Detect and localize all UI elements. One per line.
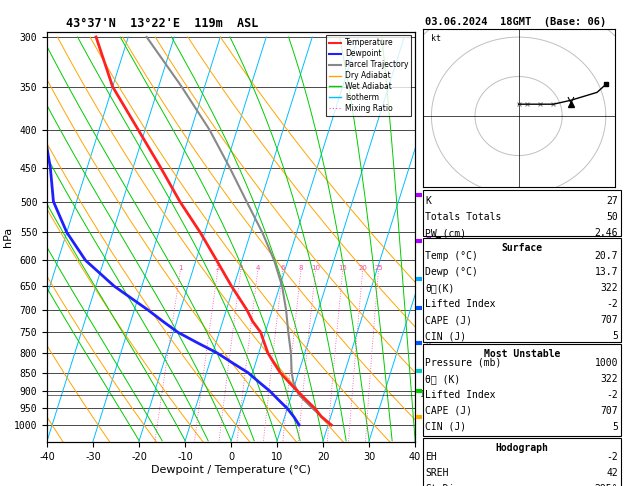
Text: 27: 27 xyxy=(606,196,618,207)
X-axis label: Dewpoint / Temperature (°C): Dewpoint / Temperature (°C) xyxy=(151,465,311,475)
Text: CIN (J): CIN (J) xyxy=(425,331,466,342)
Text: 15: 15 xyxy=(338,265,347,271)
Y-axis label: hPa: hPa xyxy=(3,227,13,247)
Text: 03.06.2024  18GMT  (Base: 06): 03.06.2024 18GMT (Base: 06) xyxy=(425,17,606,27)
Text: Most Unstable: Most Unstable xyxy=(484,349,560,359)
Text: 50: 50 xyxy=(606,212,618,223)
Text: EH: EH xyxy=(425,452,437,462)
Text: 2.46: 2.46 xyxy=(595,228,618,239)
Text: 322: 322 xyxy=(601,374,618,384)
Text: 20.7: 20.7 xyxy=(595,251,618,261)
Text: © weatheronline.co.uk: © weatheronline.co.uk xyxy=(473,474,577,484)
Text: 25: 25 xyxy=(374,265,383,271)
Text: 1: 1 xyxy=(178,265,182,271)
Text: Surface: Surface xyxy=(501,243,542,253)
Y-axis label: Mixing Ratio (g/kg): Mixing Ratio (g/kg) xyxy=(434,191,444,283)
Text: 8: 8 xyxy=(299,265,303,271)
Text: Pressure (mb): Pressure (mb) xyxy=(425,358,501,368)
Text: 42: 42 xyxy=(606,468,618,478)
Text: Lifted Index: Lifted Index xyxy=(425,299,496,310)
Text: -2: -2 xyxy=(606,390,618,400)
Text: 707: 707 xyxy=(601,406,618,416)
Text: 295°: 295° xyxy=(595,484,618,486)
Legend: Temperature, Dewpoint, Parcel Trajectory, Dry Adiabat, Wet Adiabat, Isotherm, Mi: Temperature, Dewpoint, Parcel Trajectory… xyxy=(326,35,411,116)
Text: CIN (J): CIN (J) xyxy=(425,422,466,432)
Text: θᴁ(K): θᴁ(K) xyxy=(425,283,455,294)
Text: CAPE (J): CAPE (J) xyxy=(425,315,472,326)
Text: 4: 4 xyxy=(255,265,260,271)
Text: SREH: SREH xyxy=(425,468,448,478)
Text: 10: 10 xyxy=(311,265,320,271)
Text: 2: 2 xyxy=(216,265,220,271)
Text: -2: -2 xyxy=(606,299,618,310)
Text: 707: 707 xyxy=(601,315,618,326)
Text: Temp (°C): Temp (°C) xyxy=(425,251,478,261)
Text: 3: 3 xyxy=(238,265,243,271)
Text: 20: 20 xyxy=(358,265,367,271)
Text: 1LCL: 1LCL xyxy=(419,390,439,399)
Text: Dewp (°C): Dewp (°C) xyxy=(425,267,478,278)
Text: Hodograph: Hodograph xyxy=(495,443,548,453)
Text: CAPE (J): CAPE (J) xyxy=(425,406,472,416)
Text: 5: 5 xyxy=(613,331,618,342)
Text: 13.7: 13.7 xyxy=(595,267,618,278)
Text: θᴁ (K): θᴁ (K) xyxy=(425,374,460,384)
Text: 322: 322 xyxy=(601,283,618,294)
Text: -2: -2 xyxy=(606,452,618,462)
Text: kt: kt xyxy=(431,34,442,43)
Text: K: K xyxy=(425,196,431,207)
Text: StmDir: StmDir xyxy=(425,484,460,486)
Text: Lifted Index: Lifted Index xyxy=(425,390,496,400)
Text: 6: 6 xyxy=(281,265,285,271)
Text: PW (cm): PW (cm) xyxy=(425,228,466,239)
Text: 1000: 1000 xyxy=(595,358,618,368)
Text: 43°37'N  13°22'E  119m  ASL: 43°37'N 13°22'E 119m ASL xyxy=(65,17,258,31)
Text: Totals Totals: Totals Totals xyxy=(425,212,501,223)
Text: 5: 5 xyxy=(613,422,618,432)
